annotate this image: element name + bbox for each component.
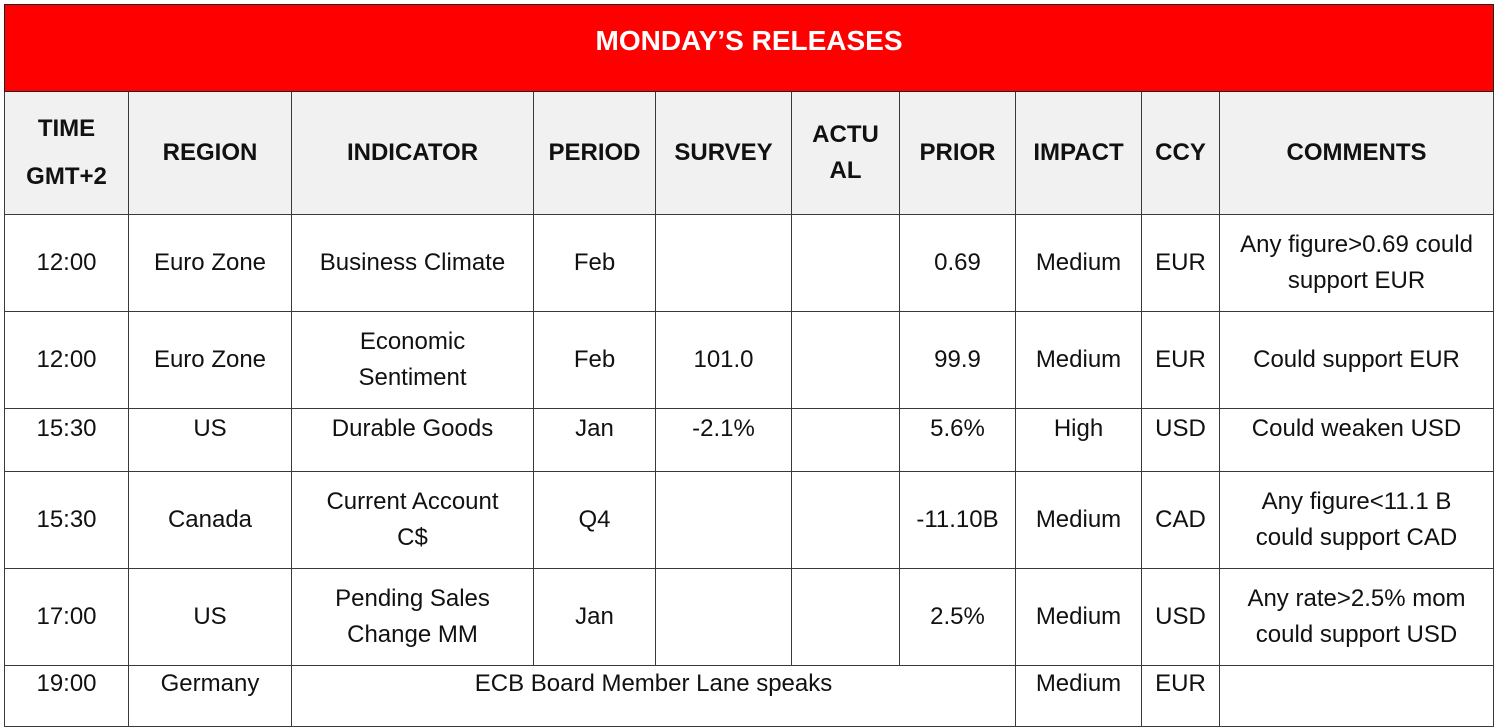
cell-time: 12:00 (4, 311, 129, 409)
cell-prior: 5.6% (899, 408, 1016, 472)
cell-actual (791, 408, 900, 472)
header-ccy: CCY (1141, 91, 1220, 215)
header-impact: IMPACT (1015, 91, 1142, 215)
table-row: 15:30 US Durable Goods Jan -2.1% 5.6% Hi… (4, 408, 1495, 472)
cell-actual (791, 471, 900, 569)
header-comments: COMMENTS (1218, 91, 1495, 215)
cell-actual (791, 311, 900, 409)
cell-ccy: USD (1141, 568, 1220, 666)
cell-survey (655, 214, 792, 312)
table-row: 12:00 Euro Zone Economic Sentiment Feb 1… (4, 311, 1495, 409)
cell-indicator: Economic Sentiment (291, 311, 534, 409)
cell-survey (655, 471, 792, 569)
cell-comments (1218, 665, 1495, 727)
cell-comments: Could support EUR (1218, 311, 1495, 409)
cell-period: Jan (533, 408, 656, 472)
cell-ccy: EUR (1141, 214, 1220, 312)
cell-actual (791, 568, 900, 666)
cell-impact: Medium (1015, 214, 1142, 312)
cell-period: Jan (533, 568, 656, 666)
table-row: 12:00 Euro Zone Business Climate Feb 0.6… (4, 214, 1495, 312)
cell-indicator: Current Account C$ (291, 471, 534, 569)
table-row: 17:00 US Pending Sales Change MM Jan 2.5… (4, 568, 1495, 666)
cell-survey: 101.0 (655, 311, 792, 409)
cell-time: 19:00 (4, 665, 129, 727)
cell-time: 15:30 (4, 408, 129, 472)
cell-indicator-merged: ECB Board Member Lane speaks (291, 665, 1016, 727)
header-row: TIME GMT+2 REGION INDICATOR PERIOD SURVE… (4, 91, 1495, 215)
cell-survey (655, 568, 792, 666)
header-survey: SURVEY (655, 91, 792, 215)
cell-prior: -11.10B (899, 471, 1016, 569)
header-actual: ACTU AL (791, 91, 900, 215)
table-title: MONDAY’S RELEASES (3, 4, 1495, 92)
cell-period: Q4 (533, 471, 656, 569)
releases-table: MONDAY’S RELEASES TIME GMT+2 REGION INDI… (3, 4, 1495, 727)
cell-period: Feb (533, 311, 656, 409)
header-indicator: INDICATOR (291, 91, 534, 215)
table-row: 15:30 Canada Current Account C$ Q4 -11.1… (4, 471, 1495, 569)
cell-ccy: EUR (1141, 665, 1220, 727)
cell-comments: Could weaken USD (1218, 408, 1495, 472)
cell-impact: High (1015, 408, 1142, 472)
header-time: TIME GMT+2 (4, 91, 129, 215)
cell-impact: Medium (1015, 311, 1142, 409)
cell-time: 15:30 (4, 471, 129, 569)
cell-region: US (128, 568, 292, 666)
cell-region: US (128, 408, 292, 472)
cell-region: Canada (128, 471, 292, 569)
cell-prior: 99.9 (899, 311, 1016, 409)
cell-prior: 0.69 (899, 214, 1016, 312)
header-timezone-label: GMT+2 (26, 163, 107, 190)
table-row: 19:00 Germany ECB Board Member Lane spea… (4, 665, 1495, 727)
cell-comments: Any figure>0.69 could support EUR (1218, 214, 1495, 312)
cell-ccy: CAD (1141, 471, 1220, 569)
cell-impact: Medium (1015, 665, 1142, 727)
cell-comments: Any rate>2.5% mom could support USD (1218, 568, 1495, 666)
cell-impact: Medium (1015, 568, 1142, 666)
cell-region: Euro Zone (128, 214, 292, 312)
cell-comments: Any figure<11.1 B could support CAD (1218, 471, 1495, 569)
cell-actual (791, 214, 900, 312)
header-region: REGION (128, 91, 292, 215)
cell-impact: Medium (1015, 471, 1142, 569)
releases-table-container: MONDAY’S RELEASES TIME GMT+2 REGION INDI… (3, 4, 1495, 727)
cell-survey: -2.1% (655, 408, 792, 472)
header-time-label: TIME (37, 115, 96, 142)
cell-indicator: Durable Goods (291, 408, 534, 472)
cell-time: 17:00 (4, 568, 129, 666)
cell-indicator: Pending Sales Change MM (291, 568, 534, 666)
cell-indicator: Business Climate (291, 214, 534, 312)
cell-ccy: EUR (1141, 311, 1220, 409)
header-prior: PRIOR (899, 91, 1016, 215)
cell-time: 12:00 (4, 214, 129, 312)
cell-region: Germany (128, 665, 292, 727)
cell-region: Euro Zone (128, 311, 292, 409)
header-period: PERIOD (533, 91, 656, 215)
cell-ccy: USD (1141, 408, 1220, 472)
cell-prior: 2.5% (899, 568, 1016, 666)
cell-period: Feb (533, 214, 656, 312)
